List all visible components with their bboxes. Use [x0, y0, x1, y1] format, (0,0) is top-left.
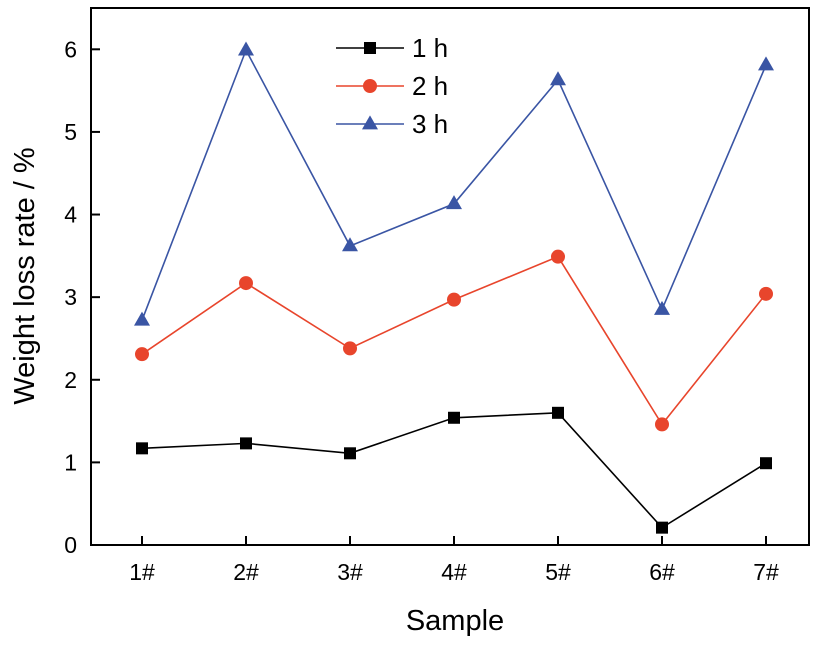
- series-2: [135, 249, 773, 432]
- legend-label: 1 h: [412, 33, 448, 63]
- data-point: [342, 237, 358, 252]
- y-axis: 0 1 2 3 4 5 6: [64, 36, 100, 558]
- data-point: [238, 41, 254, 56]
- data-point: [550, 71, 566, 86]
- x-tick-label: 4#: [441, 559, 467, 585]
- y-axis-title: Weight loss rate / %: [9, 147, 41, 404]
- x-axis: 1# 2# 3# 4# 5# 6# 7#: [129, 536, 779, 585]
- data-point: [760, 457, 772, 470]
- x-tick-label: 1#: [129, 559, 155, 585]
- data-point: [446, 195, 462, 210]
- legend-marker: [364, 42, 376, 54]
- series-1: [136, 406, 772, 534]
- data-point: [552, 406, 564, 419]
- y-tick-label: 4: [64, 202, 77, 228]
- series-line: [141, 411, 767, 529]
- data-point: [655, 417, 669, 432]
- x-tick-label: 6#: [649, 559, 675, 585]
- y-tick-label: 2: [64, 367, 77, 393]
- data-point: [448, 411, 460, 424]
- legend-item: 1 h: [336, 33, 448, 63]
- data-point: [136, 442, 148, 455]
- data-point: [758, 56, 774, 71]
- series-line: [141, 255, 767, 426]
- y-tick-label: 6: [64, 36, 77, 62]
- data-point: [135, 347, 149, 362]
- data-point: [759, 286, 773, 301]
- legend-item: 3 h: [336, 109, 448, 139]
- legend-label: 3 h: [412, 109, 448, 139]
- series-layer: [134, 41, 774, 534]
- legend-label: 2 h: [412, 71, 448, 101]
- x-tick-label: 2#: [233, 559, 259, 585]
- series-3: [134, 41, 774, 326]
- legend-marker: [362, 115, 378, 130]
- data-point: [551, 249, 565, 264]
- legend: 1 h 2 h 3 h: [336, 33, 448, 139]
- x-tick-label: 5#: [545, 559, 571, 585]
- legend-item: 2 h: [336, 71, 448, 101]
- data-point: [240, 437, 252, 450]
- x-tick-label: 3#: [337, 559, 363, 585]
- legend-marker: [363, 79, 377, 93]
- y-tick-label: 0: [64, 532, 77, 558]
- data-point: [656, 521, 668, 534]
- x-tick-label: 7#: [753, 559, 779, 585]
- y-tick-label: 5: [64, 119, 77, 145]
- data-point: [343, 341, 357, 356]
- data-point: [654, 300, 670, 315]
- series-line: [141, 48, 767, 321]
- data-point: [344, 447, 356, 460]
- x-axis-title: Sample: [406, 605, 504, 637]
- y-tick-label: 3: [64, 284, 77, 310]
- y-tick-label: 1: [64, 449, 77, 475]
- data-point: [447, 292, 461, 307]
- plot-frame: [90, 7, 810, 546]
- data-point: [134, 311, 150, 326]
- data-point: [239, 276, 253, 291]
